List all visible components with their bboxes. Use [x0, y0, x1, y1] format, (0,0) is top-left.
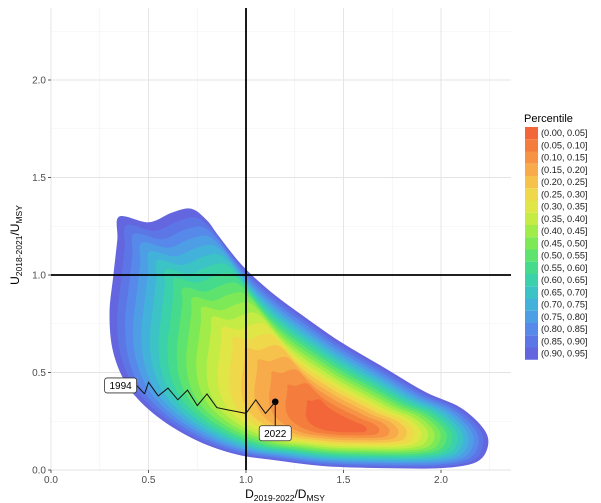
trajectory-line: [144, 381, 276, 415]
legend-key: [525, 286, 538, 299]
legend-key: [525, 163, 538, 176]
y-axis-title-mid: /U: [8, 224, 22, 236]
legend-key: [525, 298, 538, 311]
legend-key: [525, 249, 538, 262]
trajectory: 1994 2022: [104, 377, 292, 442]
legend-label: (0.80, 0.85]: [541, 324, 587, 334]
x-tick-label: 2.0: [434, 475, 448, 486]
start-label: 1994: [109, 381, 132, 392]
legend-key: [525, 176, 538, 189]
x-axis-title-mid: /D: [294, 487, 306, 501]
legend-label: (0.05, 0.10]: [541, 140, 587, 150]
legend-label: (0.45, 0.50]: [541, 238, 587, 248]
start-label-connector: [136, 385, 145, 395]
end-label-box: [258, 425, 292, 442]
legend-label: (0.65, 0.70]: [541, 287, 587, 297]
legend-label: (0.55, 0.60]: [541, 263, 587, 273]
reference-lines: [51, 8, 511, 470]
legend-label: (0.85, 0.90]: [541, 336, 587, 346]
legend-key: [525, 310, 538, 323]
legend-key: [525, 212, 538, 225]
legend-label: (0.75, 0.80]: [541, 312, 587, 322]
end-label: 2022: [264, 429, 287, 440]
legend-label: (0.15, 0.20]: [541, 165, 587, 175]
legend-label: (0.50, 0.55]: [541, 251, 587, 261]
x-tick-label: 1.0: [239, 475, 253, 486]
x-tick-label: 0.5: [142, 475, 156, 486]
legend-label: (0.10, 0.15]: [541, 153, 587, 163]
y-tick-label: 1.0: [32, 271, 46, 282]
legend-label: (0.60, 0.65]: [541, 275, 587, 285]
legend-label: (0.70, 0.75]: [541, 300, 587, 310]
legend-key: [525, 261, 538, 274]
x-tick-label: 1.5: [337, 475, 351, 486]
x-axis-title-main: D: [245, 487, 254, 501]
legend-key: [525, 323, 538, 336]
y-tick-label: 2.0: [32, 76, 46, 87]
y-tick-label: 1.5: [32, 173, 46, 184]
legend-label: (0.40, 0.45]: [541, 226, 587, 236]
y-tick-label: 0.0: [32, 466, 46, 477]
x-axis-title-sub1: 2019-2022: [254, 493, 295, 503]
legend-label: (0.35, 0.40]: [541, 214, 587, 224]
legend-key: [525, 237, 538, 250]
legend-key: [525, 274, 538, 287]
y-axis-title: U2018-2021/UMSY: [8, 205, 24, 285]
x-axis-title-sub2: MSY: [306, 493, 325, 503]
legend-key: [525, 200, 538, 213]
legend-key: [525, 335, 538, 348]
legend-key: [525, 139, 538, 152]
y-axis-title-sub1: 2018-2021: [14, 235, 24, 276]
legend-key: [525, 188, 538, 201]
y-axis-title-main: U: [8, 276, 22, 285]
legend-key: [525, 347, 538, 360]
legend-key: [525, 225, 538, 238]
legend: Percentile (0.00, 0.05] (0.05, 0.10] (0.10,…: [524, 113, 587, 360]
legend-key: [525, 151, 538, 164]
y-tick-label: 0.5: [32, 368, 46, 379]
axes: 0.0 0.5 1.0 1.5 2.0 0.0 0.5 1.0 1.5 2.0 D2019-2022…: [8, 76, 448, 503]
legend-key: [525, 127, 538, 140]
legend-label: (0.30, 0.35]: [541, 202, 587, 212]
legend-label: (0.90, 0.95]: [541, 349, 587, 359]
legend-title: Percentile: [524, 113, 573, 125]
x-tick-label: 0.0: [44, 475, 58, 486]
legend-label: (0.20, 0.25]: [541, 177, 587, 187]
density-contours: [109, 208, 489, 469]
legend-label: (0.25, 0.30]: [541, 189, 587, 199]
legend-label: (0.00, 0.05]: [541, 128, 587, 138]
y-axis-title-sub2: MSY: [14, 205, 24, 224]
x-axis-title: D2019-2022/DMSY: [245, 487, 325, 503]
start-label-box: [104, 377, 137, 394]
density-band-0: [305, 399, 367, 433]
